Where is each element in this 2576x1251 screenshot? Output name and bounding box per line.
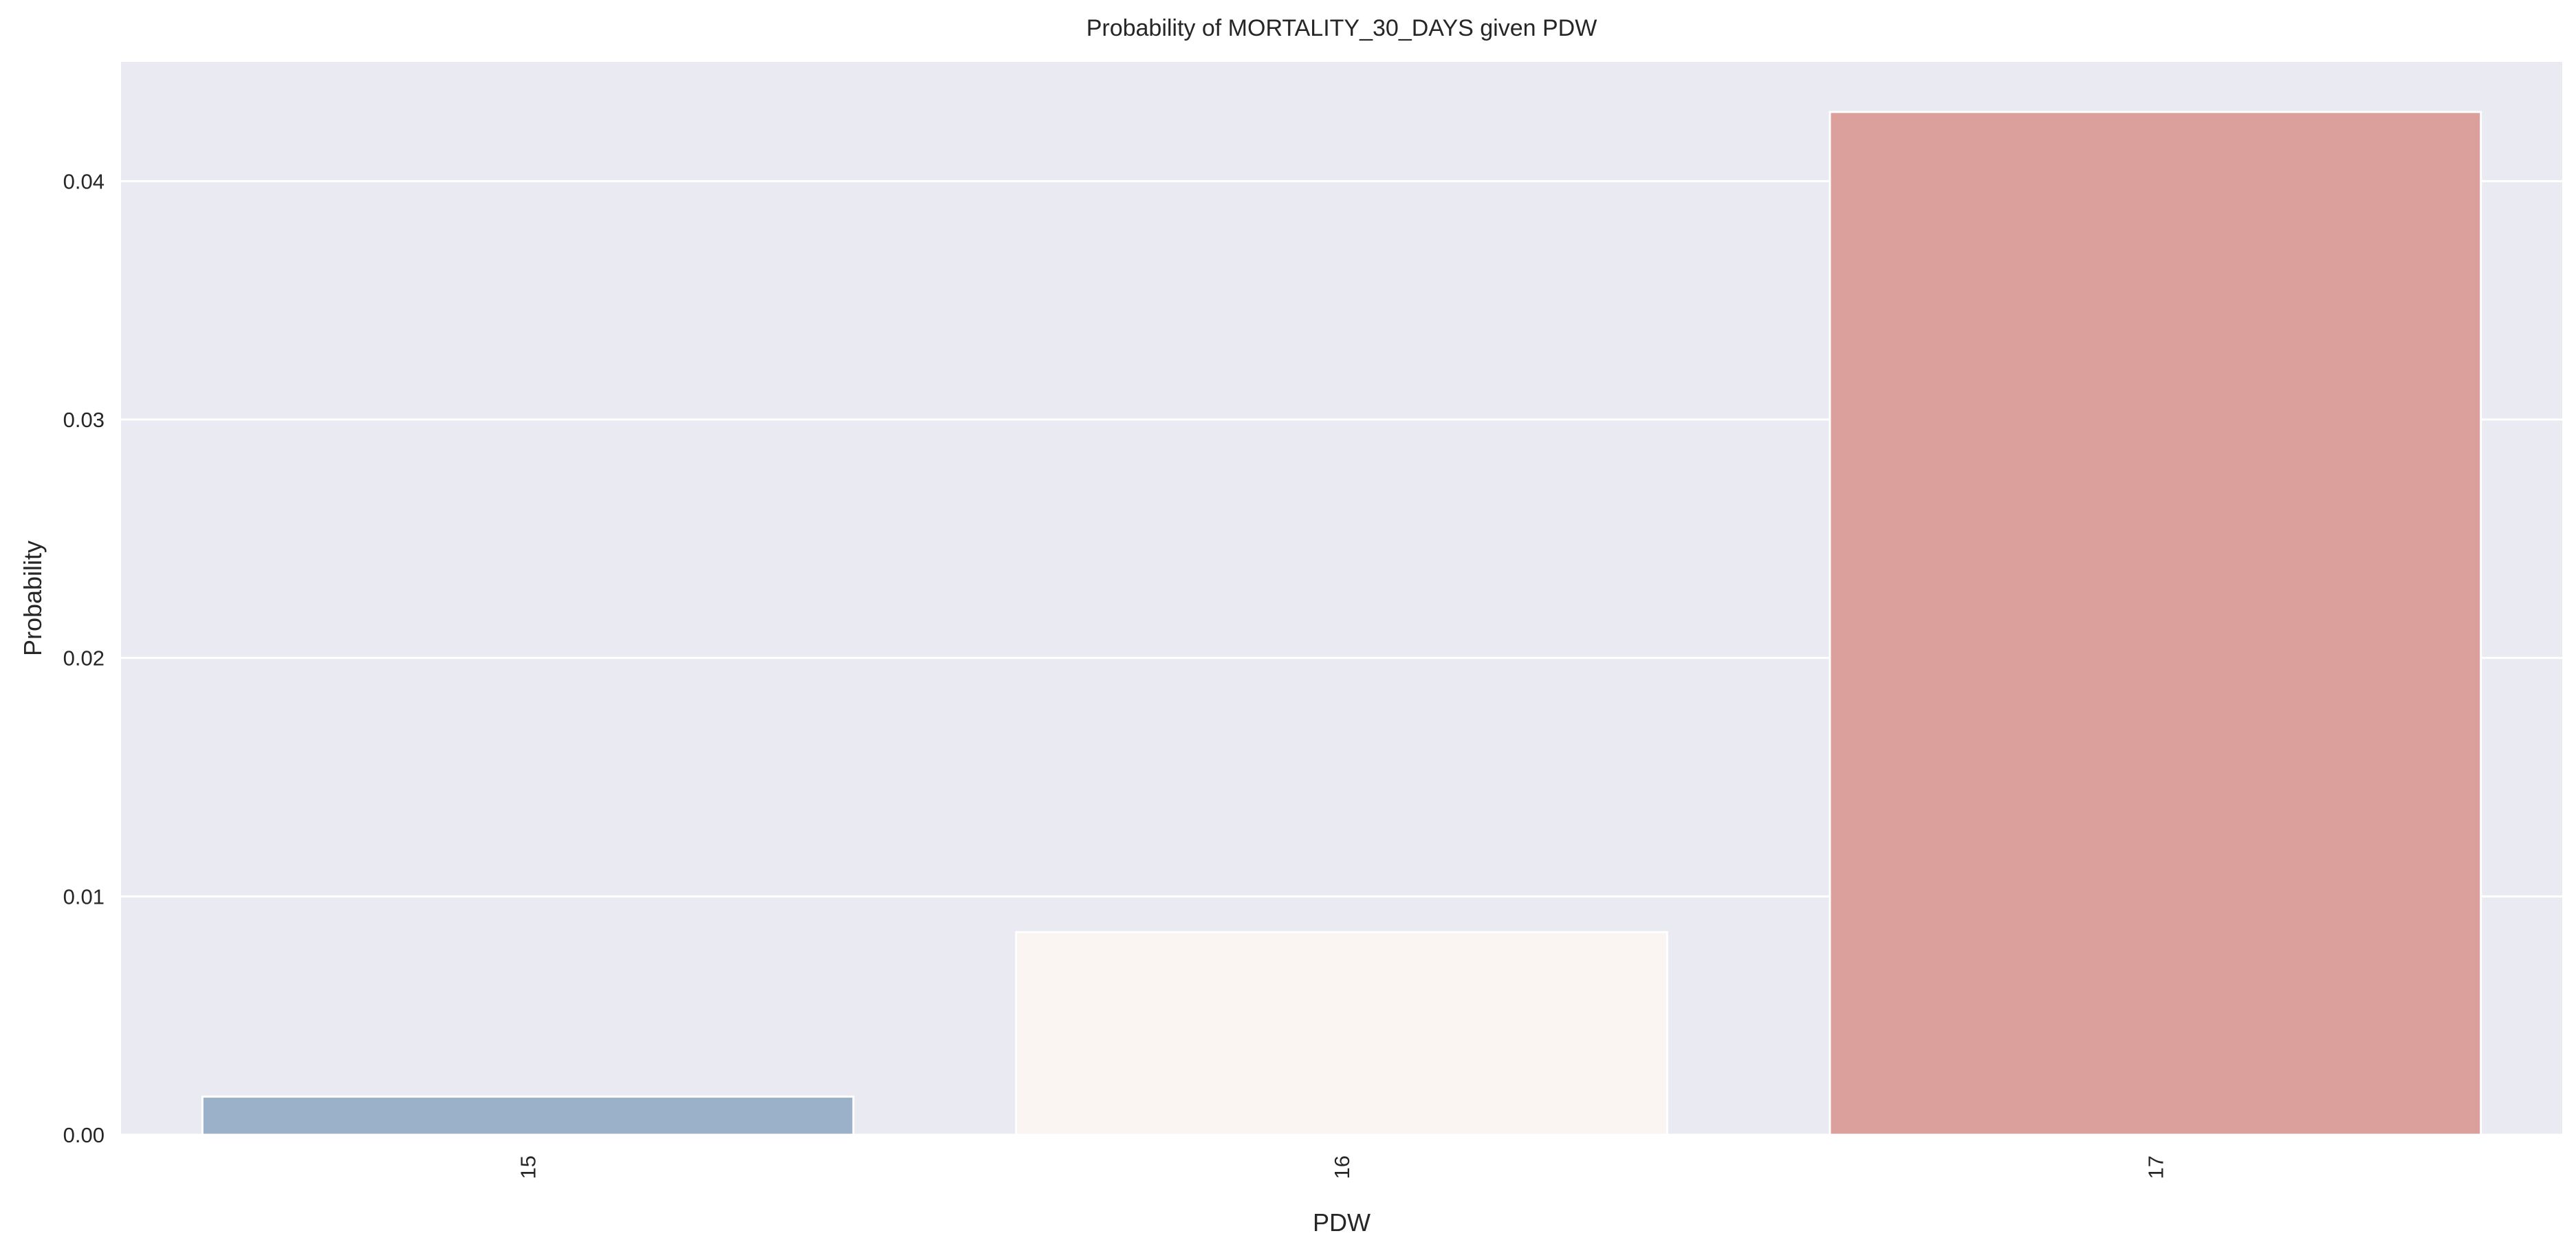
- bar-17: [1829, 111, 2482, 1136]
- y-tick-label: 0.00: [63, 1123, 105, 1147]
- y-axis-ticks: 0.00 0.01 0.02 0.03 0.04: [63, 169, 105, 1147]
- chart-title: Probability of MORTALITY_30_DAYS given P…: [1087, 15, 1597, 41]
- y-tick-label: 0.01: [63, 884, 105, 909]
- bar-16: [1015, 931, 1668, 1136]
- x-axis-label: PDW: [1313, 1208, 1371, 1237]
- bars: [201, 111, 2482, 1136]
- y-tick-label: 0.02: [63, 646, 105, 671]
- x-tick-label: 16: [1330, 1155, 1354, 1179]
- bar-15: [201, 1096, 855, 1136]
- y-tick-label: 0.03: [63, 408, 105, 432]
- y-axis-label: Probability: [19, 541, 47, 656]
- x-axis-ticks: 15 16 17: [516, 1155, 2168, 1179]
- y-tick-label: 0.04: [63, 169, 105, 193]
- x-tick-label: 15: [516, 1155, 541, 1179]
- x-tick-label: 17: [2143, 1155, 2168, 1179]
